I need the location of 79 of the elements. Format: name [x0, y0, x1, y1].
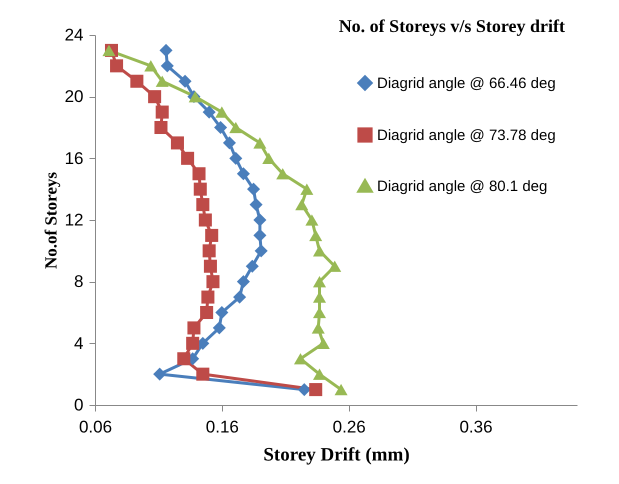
y-axis-title: No.of Storeys [42, 172, 61, 269]
point [300, 184, 314, 195]
point [186, 336, 200, 350]
point [312, 368, 326, 380]
point [194, 182, 207, 196]
x-axis-title: Storey Drift (mm) [263, 444, 410, 466]
point [130, 74, 144, 88]
point [181, 152, 194, 165]
point [215, 106, 228, 118]
point [295, 198, 308, 210]
x-tick-label: 0.16 [206, 418, 239, 436]
y-tick-label: 4 [74, 334, 84, 353]
point [192, 167, 206, 180]
point [170, 136, 184, 150]
point [160, 44, 173, 57]
point [198, 213, 212, 227]
point [334, 384, 348, 396]
point [253, 228, 266, 242]
y-tick-label: 0 [74, 396, 84, 414]
x-tick-label: 0.26 [332, 418, 366, 436]
point [214, 120, 228, 134]
point [110, 59, 124, 72]
point [250, 198, 263, 212]
point [253, 137, 266, 149]
point [156, 106, 169, 119]
point [236, 167, 250, 180]
point [154, 120, 168, 134]
point [253, 213, 266, 227]
point [298, 383, 311, 396]
point [233, 290, 246, 304]
point [305, 214, 318, 226]
point [316, 338, 330, 349]
point [254, 244, 268, 258]
x-tick-label: 0.36 [459, 418, 493, 436]
point [328, 260, 342, 272]
point [222, 136, 236, 150]
y-tick-label: 20 [64, 87, 84, 106]
point [202, 106, 216, 119]
point [177, 352, 190, 366]
point [215, 306, 228, 320]
point [156, 76, 169, 87]
point [202, 244, 216, 258]
point [200, 306, 214, 320]
point [262, 152, 276, 164]
y-tick-label: 8 [74, 272, 84, 292]
point [246, 260, 259, 273]
point [309, 230, 322, 242]
point [148, 90, 162, 104]
point [229, 152, 242, 165]
point [178, 74, 192, 88]
point [196, 198, 210, 212]
point [153, 368, 166, 381]
point [160, 59, 174, 72]
point [312, 245, 326, 256]
point [205, 228, 218, 242]
point [229, 122, 242, 134]
legend-label: Diagrid angle @ 66.46 deg [377, 75, 556, 92]
point [276, 168, 290, 180]
point [144, 60, 158, 72]
y-tick-label: 12 [64, 210, 84, 230]
chart-title: No. of Storeys v/s Storey drift [338, 16, 566, 36]
point [312, 322, 325, 334]
x-tick-label: 0.06 [78, 418, 112, 436]
point [236, 275, 250, 288]
point [196, 368, 210, 381]
point [312, 276, 326, 288]
point [247, 182, 260, 196]
point [212, 321, 226, 334]
point [187, 321, 200, 334]
point [204, 260, 217, 273]
point [294, 353, 308, 364]
point [201, 290, 214, 304]
legend-label: Diagrid angle @ 73.78 deg [377, 127, 556, 144]
y-tick-label: 16 [64, 148, 84, 168]
point [206, 275, 220, 288]
point [102, 44, 116, 56]
legend-label: Diagrid angle @ 80.1 deg [377, 178, 548, 195]
point [309, 383, 322, 396]
y-tick-label: 24 [64, 26, 84, 44]
